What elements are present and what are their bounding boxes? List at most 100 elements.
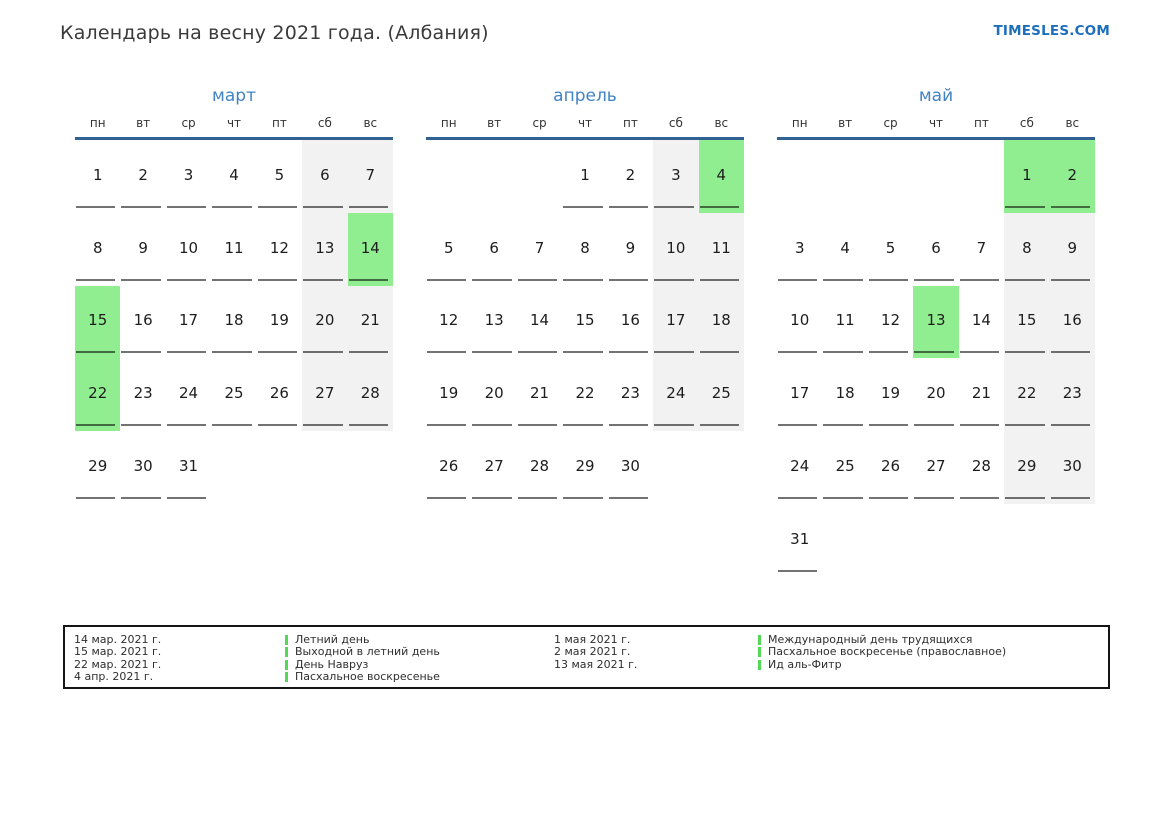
day-number: 23: [1062, 384, 1082, 403]
day-number: 9: [625, 238, 636, 257]
weekday-label: ср: [181, 116, 196, 130]
topbar: Календарь на весну 2021 года. (Албания) …: [60, 20, 1110, 46]
day-underline: [778, 569, 818, 572]
day-cell: 28: [517, 431, 562, 504]
day-number: 13: [315, 238, 335, 257]
day-cell: 27: [913, 431, 958, 504]
day-number: 26: [439, 457, 459, 476]
day-number: 4: [229, 165, 239, 184]
day-cell: 17: [166, 286, 211, 359]
weekday-label: пн: [791, 116, 808, 130]
day-underline: [517, 351, 558, 354]
legend-box: 14 мар. 2021 г. 15 мар. 2021 г. 22 мар. 20…: [63, 624, 1110, 689]
day-cell: 2: [1049, 140, 1095, 213]
day-number: 24: [790, 457, 810, 476]
day-underline: [778, 424, 818, 427]
day-number: 15: [575, 311, 595, 330]
day-underline: [563, 496, 603, 499]
day-cell: 23: [1049, 358, 1095, 432]
day-underline: [868, 278, 909, 281]
site-link[interactable]: TIMESLES.COM: [993, 23, 1110, 39]
legend-entry: Летний день: [285, 633, 440, 646]
day-underline: [212, 278, 252, 281]
day-underline: [348, 351, 388, 354]
day-number: 4: [716, 165, 727, 184]
day-cell: 9: [120, 213, 165, 286]
day-underline: [959, 278, 1000, 281]
day-underline: [121, 351, 161, 354]
day-underline: [303, 351, 343, 354]
day-cell: 18: [698, 285, 744, 359]
day-number: 16: [133, 311, 153, 330]
day-underline: [348, 205, 388, 208]
weekday-label: сб: [317, 116, 332, 130]
day-cell: 30: [608, 431, 653, 504]
legend-labels-column: Летний день Выходной в летний день День На…: [285, 633, 440, 687]
day-underline: [212, 205, 252, 208]
day-underline: [654, 205, 694, 208]
day-underline: [76, 351, 116, 354]
day-cell: 1: [1004, 140, 1050, 213]
day-number: 18: [711, 311, 731, 330]
day-number: 12: [439, 311, 459, 330]
day-cell: 7: [347, 140, 393, 213]
day-number: 17: [790, 384, 810, 403]
day-cell: 22: [75, 358, 121, 432]
day-underline: [1005, 424, 1045, 427]
day-underline: [76, 496, 116, 499]
day-underline: [563, 351, 603, 354]
day-number: 22: [575, 384, 595, 403]
day-cell: 13: [471, 286, 516, 359]
day-cell: 9: [608, 213, 653, 286]
page-title: Календарь на весну 2021 года. (Албания): [60, 22, 489, 44]
day-underline: [427, 496, 467, 499]
months-row: март пн вт ср чт пт сб вс 1 2 3 4 5 6 7 8 9 10 11 12 13 14 15 1…: [75, 86, 1110, 577]
day-number: 18: [224, 311, 244, 330]
day-number: 10: [666, 238, 686, 257]
day-cell: 27: [302, 358, 348, 432]
day-number: 19: [881, 384, 901, 403]
day-number: 30: [133, 457, 153, 476]
day-number: 13: [926, 311, 946, 330]
day-cell-empty: [868, 140, 913, 213]
day-cell-empty: [913, 504, 958, 577]
day-cell-empty: [699, 431, 744, 504]
day-cell-empty: [302, 431, 347, 504]
month-апрель: апрель пн вт ср чт пт сб вс 1 2 3 4 5 6 7 8 9 10 11 12 13 14 1…: [426, 86, 744, 577]
month-май: май пн вт ср чт пт сб вс 1 2 3 4 5 6 7 8 9 10 11 12 13 14 15 16…: [777, 86, 1095, 577]
day-number: 10: [179, 238, 199, 257]
day-underline: [1050, 205, 1090, 208]
day-number: 25: [224, 384, 244, 403]
weekday-label: вс: [1065, 116, 1080, 130]
day-number: 20: [484, 384, 504, 403]
day-underline: [823, 278, 863, 281]
day-underline: [348, 424, 388, 427]
weekday-label: пт: [623, 116, 638, 130]
day-cell: 26: [257, 358, 302, 431]
day-number: 18: [835, 384, 855, 403]
day-cell: 8: [562, 213, 607, 286]
day-cell: 25: [822, 431, 867, 504]
legend-color-bar: [285, 672, 288, 683]
day-underline: [699, 351, 739, 354]
day-cell: 31: [777, 504, 822, 577]
week-row: 22 23 24 25 26 27 28: [75, 358, 393, 432]
day-number: 29: [575, 457, 595, 476]
day-cell: 29: [75, 431, 120, 504]
day-cell: 28: [347, 358, 393, 432]
day-cell: 13: [913, 285, 959, 359]
legend-date: 22 мар. 2021 г.: [74, 657, 162, 671]
day-cell: 2: [608, 140, 653, 213]
day-cell: 10: [653, 212, 699, 286]
day-underline: [914, 351, 954, 354]
day-cell: 26: [426, 431, 471, 504]
legend-label: Ид аль-Фитр: [768, 657, 842, 671]
day-number: 2: [625, 165, 636, 184]
day-number: 27: [926, 457, 946, 476]
day-cell-empty: [517, 140, 562, 213]
day-underline: [166, 205, 207, 208]
day-cell: 6: [302, 140, 348, 213]
day-underline: [914, 424, 954, 427]
day-cell-empty: [777, 140, 822, 213]
day-number: 1: [92, 165, 103, 184]
